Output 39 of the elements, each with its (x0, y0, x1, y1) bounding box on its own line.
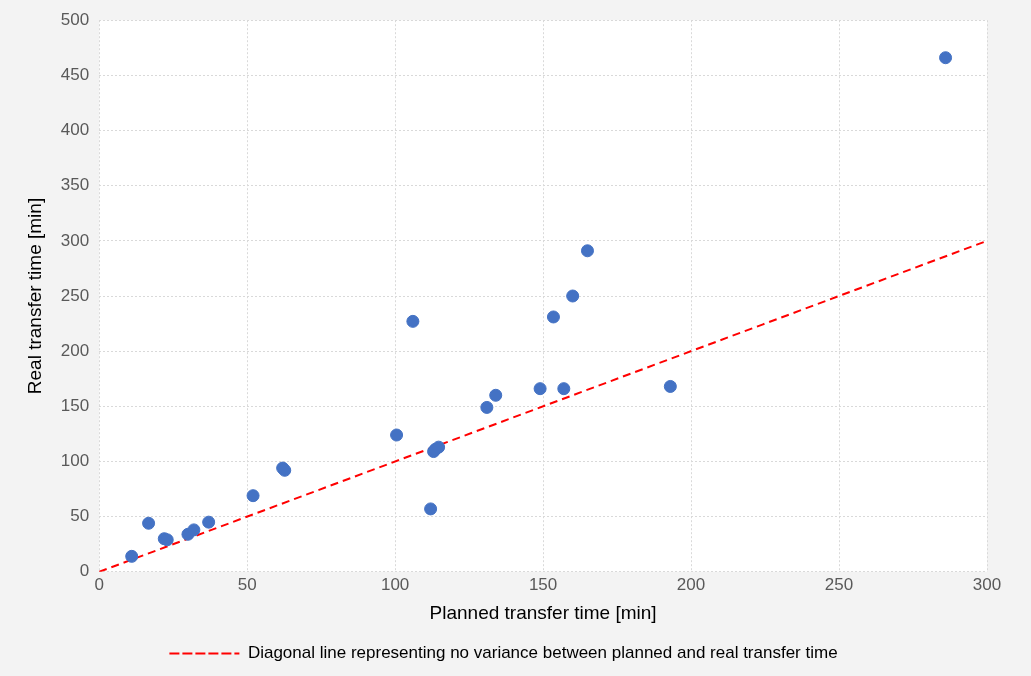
x-tick-label: 250 (824, 574, 854, 594)
point (424, 502, 438, 516)
point (546, 310, 560, 324)
x-axis-title: Planned transfer time [min] (429, 601, 657, 623)
point (125, 549, 139, 563)
x-tick-label: 150 (528, 574, 558, 594)
point (566, 289, 580, 303)
x-tick-label: 50 (237, 574, 257, 594)
point (246, 489, 260, 503)
x-tick-label: 200 (676, 574, 706, 594)
point (142, 516, 156, 530)
y-axis-title: Real transfer time [min] (23, 197, 45, 395)
legend-label: Diagonal line representing no variance between planned and real transfer time (247, 643, 838, 663)
point (663, 379, 677, 393)
point (432, 440, 446, 454)
point (533, 382, 547, 396)
point (202, 515, 216, 529)
point (406, 314, 420, 328)
y-tick-label: 250 (60, 285, 90, 305)
y-tick-label: 400 (60, 120, 90, 140)
x-tick-label: 100 (380, 574, 410, 594)
y-tick-label: 200 (60, 340, 90, 360)
x-tick-label: 0 (94, 574, 104, 594)
point (939, 51, 953, 65)
y-tick-label: 450 (60, 65, 90, 85)
y-tick-label: 500 (60, 9, 90, 29)
point (390, 428, 404, 442)
point (557, 382, 571, 396)
point (187, 523, 201, 537)
point (580, 244, 594, 258)
y-tick-label: 350 (60, 175, 90, 195)
point (480, 400, 494, 414)
point (489, 388, 503, 402)
y-tick-label: 0 (79, 561, 90, 581)
y-tick-label: 100 (60, 451, 90, 471)
y-tick-label: 50 (70, 506, 90, 526)
x-tick-label: 300 (972, 574, 1002, 594)
y-tick-label: 300 (60, 230, 90, 250)
y-tick-label: 150 (60, 396, 90, 416)
